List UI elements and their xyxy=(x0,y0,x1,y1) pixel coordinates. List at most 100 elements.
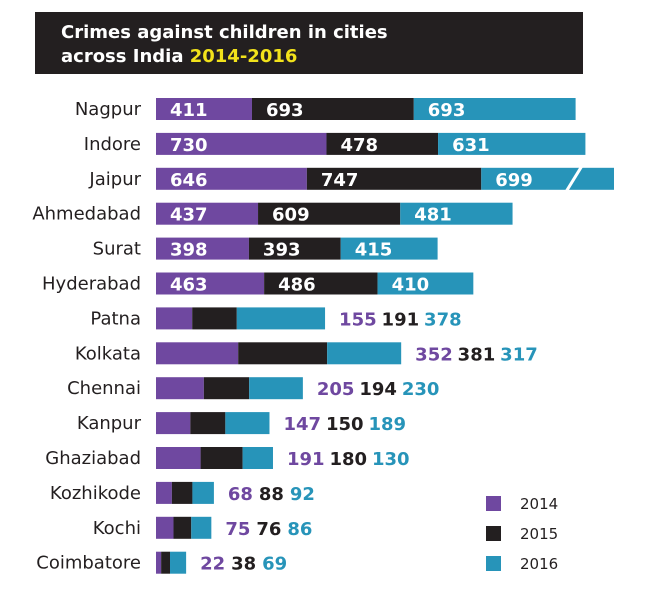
bar-surat-2016 xyxy=(340,237,438,260)
bar-kolkata-2014 xyxy=(156,342,239,365)
value-label-kozhikode-2016: 92 xyxy=(290,484,315,505)
bar-kanpur-2014 xyxy=(156,412,191,435)
bar-kozhikode-2014 xyxy=(156,481,172,504)
city-label-nagpur: Nagpur xyxy=(75,99,142,120)
value-label-indore-2016: 631 xyxy=(452,135,490,156)
value-label-coimbatore-2016: 69 xyxy=(262,554,287,575)
bar-patna-2015 xyxy=(192,307,237,330)
bar-kochi-2015 xyxy=(173,516,192,539)
legend-label-2016: 2016 xyxy=(520,555,558,573)
value-label-kochi-2014: 75 xyxy=(225,519,250,540)
city-label-kochi: Kochi xyxy=(93,518,141,539)
bar-patna-2016 xyxy=(236,307,326,330)
value-label-ghaziabad-2016: 130 xyxy=(372,449,410,470)
bar-ahmedabad-2016 xyxy=(400,202,513,225)
chart-title-prefix: across India xyxy=(61,46,190,67)
value-label-patna-2016: 378 xyxy=(424,309,462,330)
bar-chennai-2014 xyxy=(156,377,204,400)
value-label-ahmedabad-2014: 437 xyxy=(170,205,208,226)
value-label-kochi-2015: 76 xyxy=(256,519,281,540)
bar-coimbatore-2015 xyxy=(161,551,171,574)
chart-title-highlight: 2014-2016 xyxy=(189,46,298,67)
city-label-ahmedabad: Ahmedabad xyxy=(32,204,141,225)
city-label-ghaziabad: Ghaziabad xyxy=(45,448,141,469)
value-label-hyderabad-2014: 463 xyxy=(170,275,208,296)
value-label-patna-2015: 191 xyxy=(382,309,420,330)
value-label-kozhikode-2015: 88 xyxy=(259,484,284,505)
bar-ahmedabad-2014 xyxy=(156,202,259,225)
value-label-indore-2015: 478 xyxy=(340,135,378,156)
value-label-kanpur-2014: 147 xyxy=(283,414,321,435)
bar-ghaziabad-2014 xyxy=(156,447,201,469)
legend-label-2015: 2015 xyxy=(520,525,558,543)
chart-title-line1: Crimes against children in cities xyxy=(61,22,388,43)
bar-kozhikode-2015 xyxy=(171,481,193,504)
city-label-jaipur: Jaipur xyxy=(88,169,141,190)
value-label-hyderabad-2016: 410 xyxy=(392,275,430,296)
value-label-ahmedabad-2015: 609 xyxy=(272,205,310,226)
value-label-surat-2016: 415 xyxy=(355,240,393,261)
city-label-surat: Surat xyxy=(93,239,141,260)
value-label-jaipur-2016: 699 xyxy=(495,170,533,191)
bar-kozhikode-2016 xyxy=(192,481,214,504)
value-label-kolkata-2016: 317 xyxy=(500,344,538,365)
city-label-indore: Indore xyxy=(84,134,141,155)
chart-title-line2: across India 2014-2016 xyxy=(61,46,297,67)
bar-jaipur-2014 xyxy=(156,167,307,190)
value-label-ghaziabad-2014: 191 xyxy=(287,449,325,470)
value-label-coimbatore-2015: 38 xyxy=(231,554,256,575)
value-label-nagpur-2015: 693 xyxy=(266,100,304,121)
city-label-patna: Patna xyxy=(90,308,141,329)
bar-jaipur-2015 xyxy=(306,167,482,190)
legend-swatch-2016 xyxy=(486,556,501,571)
legend-label-2014: 2014 xyxy=(520,495,558,513)
value-label-kanpur-2016: 189 xyxy=(368,414,406,435)
bar-nagpur-2016 xyxy=(413,98,576,120)
city-label-kolkata: Kolkata xyxy=(75,343,141,364)
bar-coimbatore-2014 xyxy=(156,551,162,574)
bar-nagpur-2014 xyxy=(156,98,252,120)
city-label-chennai: Chennai xyxy=(67,378,141,399)
bar-ghaziabad-2015 xyxy=(200,447,243,469)
bar-chennai-2016 xyxy=(249,377,303,400)
bar-kanpur-2016 xyxy=(225,412,270,435)
city-label-kozhikode: Kozhikode xyxy=(50,483,141,504)
bar-surat-2015 xyxy=(248,237,341,260)
value-label-chennai-2015: 194 xyxy=(359,379,397,400)
legend-swatch-2014 xyxy=(486,496,501,511)
value-label-kolkata-2015: 381 xyxy=(458,344,496,365)
axis-break-mark xyxy=(564,165,584,193)
bar-indore-2014 xyxy=(156,132,327,155)
bar-indore-2015 xyxy=(326,132,439,155)
value-label-indore-2014: 730 xyxy=(170,135,208,156)
bar-kanpur-2015 xyxy=(190,412,226,435)
bar-hyderabad-2014 xyxy=(156,272,265,295)
bar-ghaziabad-2016 xyxy=(242,447,273,469)
bar-nagpur-2015 xyxy=(251,98,414,120)
city-label-coimbatore: Coimbatore xyxy=(36,553,141,574)
value-label-chennai-2016: 230 xyxy=(402,379,440,400)
value-label-nagpur-2016: 693 xyxy=(428,100,466,121)
bar-patna-2014 xyxy=(156,307,193,330)
bar-chennai-2015 xyxy=(203,377,250,400)
value-label-patna-2014: 155 xyxy=(339,309,377,330)
bar-kochi-2014 xyxy=(156,516,174,539)
value-label-kolkata-2014: 352 xyxy=(415,344,453,365)
value-label-surat-2015: 393 xyxy=(263,240,301,261)
bar-hyderabad-2015 xyxy=(264,272,378,295)
city-label-hyderabad: Hyderabad xyxy=(42,274,141,295)
legend-swatch-2015 xyxy=(486,526,501,541)
value-label-kanpur-2015: 150 xyxy=(326,414,364,435)
value-label-ahmedabad-2016: 481 xyxy=(414,205,452,226)
bar-surat-2014 xyxy=(156,237,249,260)
value-label-jaipur-2015: 747 xyxy=(321,170,359,191)
bar-ahmedabad-2015 xyxy=(258,202,401,225)
value-label-surat-2014: 398 xyxy=(170,240,208,261)
title-box: Crimes against children in cities across… xyxy=(35,12,583,74)
bar-jaipur-2016 xyxy=(481,167,614,190)
value-label-hyderabad-2015: 486 xyxy=(278,275,316,296)
value-label-coimbatore-2014: 22 xyxy=(200,554,225,575)
value-label-kozhikode-2014: 68 xyxy=(228,484,253,505)
bar-kolkata-2015 xyxy=(238,342,328,365)
